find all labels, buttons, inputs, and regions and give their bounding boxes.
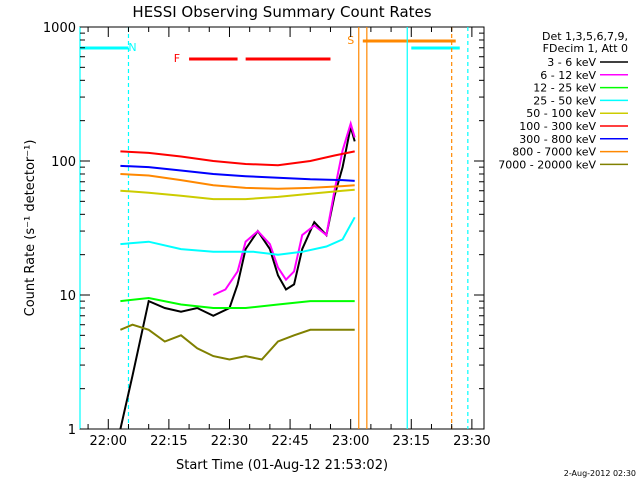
legend: Det 1,3,5,6,7,9, FDecim 1, Att 0 3 - 6 k… xyxy=(498,30,628,171)
y-tick-label: 100 xyxy=(51,155,76,170)
flag-label: F xyxy=(174,52,180,65)
legend-label: 50 - 100 keV xyxy=(526,107,596,120)
x-tick-label: 23:15 xyxy=(393,434,430,449)
x-axis-label: Start Time (01-Aug-12 21:53:02) xyxy=(176,458,388,473)
flag-segments xyxy=(80,39,460,61)
legend-label: 7000 - 20000 keV xyxy=(498,158,596,171)
legend-label: 300 - 800 keV xyxy=(519,133,596,146)
series-line xyxy=(119,126,356,430)
legend-header-2: FDecim 1, Att 0 xyxy=(543,42,628,55)
series-line xyxy=(120,188,355,201)
legend-label: 6 - 12 keV xyxy=(540,69,596,82)
series-line xyxy=(120,173,355,190)
y-axis-label: Count Rate (s⁻¹ detector⁻¹) xyxy=(23,140,38,317)
flag-label: N xyxy=(128,41,136,54)
y-tick-label: 1 xyxy=(68,423,76,438)
footer-date: 2-Aug-2012 02:30 xyxy=(564,469,636,478)
legend-header-1: Det 1,3,5,6,7,9, xyxy=(542,30,628,43)
series-line xyxy=(120,323,355,361)
legend-label: 3 - 6 keV xyxy=(547,56,596,69)
y-tick-label: 1000 xyxy=(43,21,76,36)
legend-label: 25 - 50 keV xyxy=(533,94,596,107)
flag-labels: N F S xyxy=(128,34,354,65)
series-line xyxy=(120,216,356,256)
x-tick-label: 22:45 xyxy=(271,434,308,449)
axes: 1 10 100 1000 22:00 22:15 22:30 22:45 23:00 23:15… xyxy=(43,21,491,449)
x-tick-label: 22:15 xyxy=(150,434,187,449)
plot-frame xyxy=(79,26,485,430)
x-tick-label: 22:30 xyxy=(211,434,248,449)
flag-lines xyxy=(79,27,469,429)
series-line xyxy=(120,296,355,309)
flag-label: S xyxy=(347,34,354,47)
series-group xyxy=(119,120,356,430)
legend-label: 12 - 25 keV xyxy=(533,82,596,95)
series-line xyxy=(212,120,356,296)
y-tick-label: 10 xyxy=(59,289,76,304)
chart-title: HESSI Observing Summary Count Rates xyxy=(132,3,431,21)
legend-label: 800 - 7000 keV xyxy=(512,146,596,159)
legend-label: 100 - 300 keV xyxy=(519,120,596,133)
series-line xyxy=(120,150,355,167)
x-tick-label: 23:00 xyxy=(332,434,369,449)
series-line xyxy=(120,164,355,182)
x-tick-label: 23:30 xyxy=(453,434,490,449)
x-tick-label: 22:00 xyxy=(90,434,127,449)
